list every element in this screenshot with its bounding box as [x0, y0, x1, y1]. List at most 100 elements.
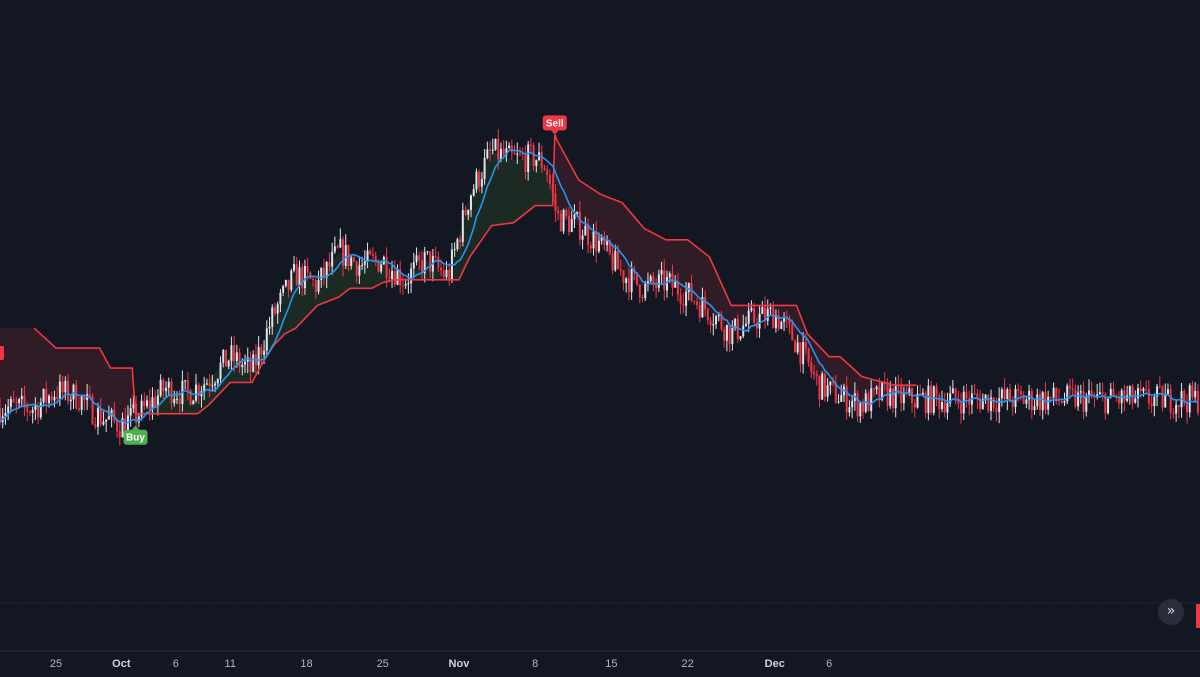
candle: [1188, 383, 1191, 418]
buy-signal-label[interactable]: Buy: [123, 425, 148, 445]
candle: [434, 246, 437, 260]
candle: [317, 270, 320, 295]
candle: [1101, 382, 1104, 402]
candle: [448, 262, 451, 286]
candle: [815, 370, 818, 386]
candle: [260, 344, 263, 364]
candle: [58, 374, 61, 407]
candle: [674, 275, 677, 288]
candle: [1038, 389, 1041, 416]
candle: [1098, 382, 1101, 395]
candle: [559, 210, 562, 232]
candle: [527, 141, 530, 181]
candle: [1030, 388, 1033, 420]
candle: [627, 268, 630, 301]
candle: [28, 409, 31, 417]
candle: [132, 395, 135, 413]
candle: [358, 256, 361, 284]
candle: [766, 299, 769, 326]
candle: [39, 397, 42, 420]
candle: [61, 375, 64, 401]
candle: [532, 142, 535, 172]
buy-signal-text: Buy: [126, 433, 145, 444]
x-tick-label: Dec: [765, 658, 785, 670]
candle: [989, 389, 992, 421]
candle: [15, 396, 18, 414]
candle: [935, 383, 938, 407]
candle: [459, 235, 462, 250]
candle: [1077, 385, 1080, 411]
candle: [154, 389, 157, 409]
candle: [1006, 387, 1009, 411]
candle: [1128, 385, 1131, 405]
candle: [331, 242, 334, 275]
candle: [1047, 390, 1050, 415]
candle: [614, 244, 617, 272]
candle: [301, 263, 304, 297]
candle: [826, 378, 829, 402]
candle: [1071, 378, 1074, 395]
candle: [12, 391, 15, 403]
x-tick-label: 11: [225, 658, 236, 670]
candle: [870, 380, 873, 419]
candle: [249, 351, 252, 383]
time-axis[interactable]: 25 Oct 6 11 18 25 Nov 8 15 22 Dec 6: [50, 658, 832, 670]
candle: [755, 317, 758, 338]
candle: [927, 378, 930, 421]
candle: [336, 244, 339, 249]
candle: [589, 241, 592, 254]
candle: [189, 388, 192, 406]
candle: [584, 216, 587, 236]
candle: [924, 390, 927, 419]
candle: [344, 234, 347, 270]
candle: [1055, 387, 1058, 405]
candle: [437, 251, 440, 272]
candle: [295, 256, 298, 286]
scroll-to-realtime-button[interactable]: »: [1158, 599, 1184, 625]
candle: [140, 394, 143, 421]
candle: [1183, 388, 1186, 407]
candle: [954, 387, 957, 405]
candle: [638, 284, 641, 304]
bear-fill: [554, 134, 915, 405]
candle: [426, 250, 429, 255]
sell-signal-label[interactable]: Sell: [542, 115, 567, 135]
candle: [505, 140, 508, 162]
candle: [45, 381, 48, 414]
candle: [102, 411, 105, 426]
candle: [570, 210, 573, 233]
candle: [701, 287, 704, 318]
candle: [97, 402, 100, 435]
candle: [595, 220, 598, 263]
candle: [965, 383, 968, 408]
ma-path: [0, 149, 1198, 425]
candle: [20, 388, 23, 407]
candle: [788, 315, 791, 335]
candle: [309, 271, 312, 280]
candle: [184, 379, 187, 390]
candle: [715, 314, 718, 329]
candle: [690, 275, 693, 302]
candle: [314, 277, 317, 299]
candle: [807, 347, 810, 367]
candle: [750, 300, 753, 313]
candle: [657, 269, 660, 292]
candle: [333, 236, 336, 254]
candle: [764, 296, 767, 329]
candle: [219, 356, 222, 385]
candle: [597, 232, 600, 254]
candle: [442, 264, 445, 280]
candle: [165, 381, 168, 397]
candle: [516, 142, 519, 165]
sell-signal-text: Sell: [546, 118, 564, 129]
candle: [1191, 380, 1194, 400]
candle: [4, 404, 7, 425]
candle: [347, 244, 350, 272]
x-tick-label: Oct: [112, 658, 131, 670]
candle: [720, 310, 723, 332]
candle: [829, 381, 832, 395]
candle: [418, 251, 421, 271]
candle: [265, 320, 268, 357]
candle: [938, 392, 941, 419]
